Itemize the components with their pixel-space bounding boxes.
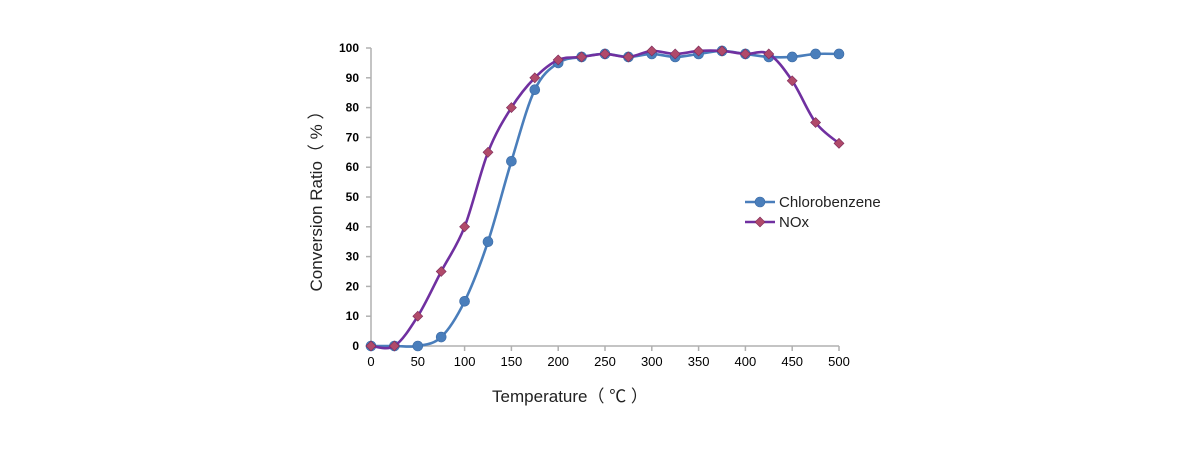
- series-layer: [365, 45, 845, 352]
- data-point-nox: [646, 45, 658, 57]
- legend-swatch-marker: [754, 216, 766, 228]
- axes: [370, 48, 839, 347]
- data-point-chlorobenzene: [482, 236, 494, 247]
- y-tick-label: 60: [346, 160, 360, 174]
- x-tick-label: 500: [828, 354, 850, 369]
- data-point-chlorobenzene: [529, 84, 541, 96]
- x-tick-label: 200: [547, 354, 569, 369]
- y-axis-title: Conversion Ratio（ % ）: [307, 103, 326, 292]
- y-tick-label: 40: [346, 220, 360, 234]
- legend-item-chlorobenzene: Chlorobenzene: [745, 194, 881, 211]
- data-point-nox: [505, 102, 517, 114]
- data-point-nox: [786, 75, 798, 87]
- legend-label: NOx: [779, 214, 810, 231]
- y-tick-label: 50: [346, 190, 360, 204]
- x-axis-title: Temperature（ ℃ ）: [492, 387, 648, 406]
- y-tick-label: 20: [346, 279, 360, 293]
- data-point-nox: [763, 48, 775, 60]
- series-line-nox: [370, 49, 840, 350]
- x-tick-label: 400: [735, 354, 757, 369]
- x-tick-label: 150: [501, 354, 523, 369]
- data-point-nox: [412, 310, 424, 322]
- y-tick-label: 0: [352, 339, 359, 353]
- series-line-chlorobenzene: [371, 49, 840, 348]
- legend-label: Chlorobenzene: [779, 194, 881, 211]
- data-point-chlorobenzene: [435, 331, 447, 343]
- data-point-nox: [599, 48, 611, 60]
- data-point-nox: [669, 48, 681, 60]
- x-tick-label: 100: [454, 354, 476, 369]
- x-tick-label: 50: [411, 354, 425, 369]
- series-chlorobenzene: [365, 45, 845, 352]
- data-point-nox: [810, 117, 822, 128]
- data-point-nox: [552, 54, 564, 66]
- data-point-nox: [459, 221, 471, 233]
- y-tick-label: 80: [346, 101, 360, 115]
- y-tick-label: 90: [346, 71, 360, 85]
- y-tick-label: 100: [339, 41, 359, 55]
- data-point-nox: [716, 45, 728, 57]
- data-point-nox: [388, 340, 400, 352]
- data-point-nox: [529, 72, 541, 84]
- legend-swatch-marker: [754, 196, 766, 208]
- data-point-nox: [435, 266, 447, 277]
- data-point-nox: [833, 137, 845, 149]
- x-tick-label: 250: [594, 354, 616, 369]
- legend-item-nox: NOx: [745, 214, 810, 231]
- x-tick-label: 0: [367, 354, 374, 369]
- data-point-chlorobenzene: [833, 48, 845, 60]
- y-axis-ticks: 0 10 20 30 40 50 60 70 80 90 100: [339, 41, 371, 353]
- x-tick-label: 450: [781, 354, 803, 369]
- legend: Chlorobenzene NOx: [745, 194, 881, 231]
- x-tick-label: 350: [688, 354, 710, 369]
- x-tick-label: 300: [641, 354, 663, 369]
- series-nox: [365, 45, 845, 352]
- data-point-nox: [622, 51, 634, 63]
- data-point-chlorobenzene: [810, 48, 821, 60]
- data-point-nox: [482, 146, 494, 158]
- data-point-nox: [576, 51, 588, 63]
- x-axis-ticks: 0 50 100 150 200 250 300 350 400 450 500: [367, 346, 850, 369]
- data-point-nox: [693, 45, 705, 57]
- y-tick-label: 30: [346, 250, 360, 264]
- data-point-chlorobenzene: [506, 155, 517, 167]
- data-point-chlorobenzene: [786, 51, 798, 63]
- data-point-nox: [365, 340, 377, 352]
- data-point-chlorobenzene: [459, 295, 470, 307]
- data-point-chlorobenzene: [412, 340, 424, 352]
- data-point-nox: [739, 48, 751, 60]
- y-tick-label: 10: [346, 309, 360, 323]
- y-tick-label: 70: [346, 130, 360, 144]
